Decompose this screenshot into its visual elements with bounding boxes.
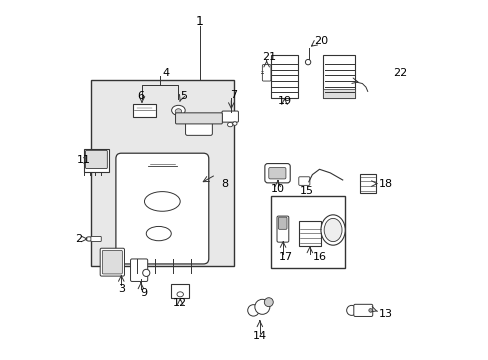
Text: 13: 13 — [378, 309, 392, 319]
FancyBboxPatch shape — [116, 153, 208, 264]
Text: 20: 20 — [314, 36, 328, 46]
Text: 1: 1 — [196, 14, 203, 27]
Ellipse shape — [171, 105, 185, 115]
Ellipse shape — [86, 237, 92, 241]
Bar — [271, 55, 298, 98]
FancyBboxPatch shape — [83, 149, 108, 172]
Text: 17: 17 — [279, 252, 293, 262]
FancyBboxPatch shape — [91, 237, 101, 242]
Text: 6: 6 — [137, 91, 144, 101]
Text: 9: 9 — [140, 288, 147, 297]
Ellipse shape — [247, 305, 259, 316]
Ellipse shape — [227, 122, 232, 127]
FancyBboxPatch shape — [276, 216, 288, 242]
Ellipse shape — [324, 219, 341, 242]
Text: 5: 5 — [180, 91, 187, 101]
Text: 22: 22 — [392, 68, 406, 78]
Ellipse shape — [232, 122, 237, 125]
Bar — [271, 196, 344, 267]
Text: 10: 10 — [270, 184, 284, 194]
Ellipse shape — [305, 59, 310, 65]
Text: 19: 19 — [277, 96, 291, 107]
FancyBboxPatch shape — [130, 259, 147, 282]
Ellipse shape — [177, 292, 183, 297]
Ellipse shape — [144, 192, 180, 211]
FancyBboxPatch shape — [262, 64, 270, 81]
FancyBboxPatch shape — [278, 217, 286, 229]
Text: 7: 7 — [230, 90, 237, 100]
FancyBboxPatch shape — [264, 163, 290, 183]
FancyBboxPatch shape — [85, 150, 107, 168]
FancyBboxPatch shape — [353, 304, 372, 316]
Text: 16: 16 — [312, 252, 326, 262]
Bar — [91, 80, 233, 266]
Text: 15: 15 — [300, 186, 313, 196]
FancyBboxPatch shape — [102, 250, 122, 274]
Text: 12: 12 — [173, 298, 187, 308]
Ellipse shape — [142, 269, 149, 276]
Text: 2: 2 — [75, 234, 82, 244]
FancyBboxPatch shape — [299, 221, 320, 246]
FancyBboxPatch shape — [359, 174, 375, 193]
Ellipse shape — [320, 215, 345, 245]
Text: 14: 14 — [252, 331, 266, 341]
Bar — [323, 89, 354, 98]
FancyBboxPatch shape — [175, 113, 222, 124]
FancyBboxPatch shape — [222, 111, 238, 122]
Ellipse shape — [346, 305, 356, 315]
Text: 21: 21 — [261, 52, 275, 62]
FancyBboxPatch shape — [100, 248, 124, 276]
FancyBboxPatch shape — [268, 167, 285, 179]
Text: 3: 3 — [118, 284, 124, 294]
Ellipse shape — [254, 299, 269, 314]
Ellipse shape — [146, 226, 171, 241]
Text: 8: 8 — [221, 179, 228, 189]
Ellipse shape — [368, 309, 372, 312]
FancyBboxPatch shape — [133, 104, 156, 117]
Text: 11: 11 — [77, 156, 91, 165]
Text: 4: 4 — [162, 68, 169, 78]
Ellipse shape — [264, 298, 273, 307]
Ellipse shape — [175, 109, 181, 114]
FancyBboxPatch shape — [298, 177, 309, 185]
FancyBboxPatch shape — [171, 284, 189, 298]
FancyBboxPatch shape — [185, 116, 212, 135]
Text: 18: 18 — [378, 179, 392, 189]
Bar — [323, 55, 354, 98]
